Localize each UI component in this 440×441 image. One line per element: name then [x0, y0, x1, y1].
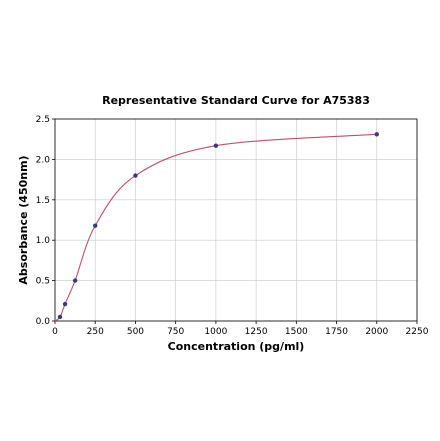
x-tick-label: 1250 — [245, 327, 268, 337]
y-tick-label: 2.0 — [36, 155, 51, 165]
y-tick-label: 0.5 — [36, 277, 50, 287]
y-tick-label: 1.5 — [36, 196, 50, 206]
data-point — [213, 143, 219, 148]
data-point — [93, 223, 98, 228]
data-points — [57, 132, 379, 320]
y-axis-label: Absorbance (450nm) — [17, 155, 30, 284]
plot-area-frame — [54, 118, 418, 322]
axis-ticks: 0 250 500 750 1000 1250 1500 1750 2000 2250 0.0 0.5… — [36, 115, 429, 337]
x-tick-label: 250 — [87, 327, 104, 337]
x-tick-label: 2250 — [406, 327, 429, 337]
x-tick-label: 1000 — [204, 327, 227, 337]
y-tick-label: 0.0 — [36, 317, 51, 327]
x-tick-label: 2000 — [365, 327, 388, 337]
x-tick-label: 750 — [167, 327, 184, 337]
data-point — [57, 314, 63, 320]
y-tick-label: 1.0 — [36, 236, 51, 246]
y-tick-label: 2.5 — [36, 115, 50, 125]
x-tick-label: 1500 — [285, 327, 308, 337]
data-point — [133, 173, 138, 178]
data-point — [62, 301, 68, 307]
chart-title: Representative Standard Curve for A75383 — [102, 94, 370, 107]
x-tick-label: 500 — [127, 327, 144, 337]
x-axis-label: Concentration (pg/ml) — [168, 340, 305, 353]
data-point — [72, 278, 78, 283]
x-tick-label: 0 — [52, 327, 58, 337]
x-tick-label: 1750 — [325, 327, 348, 337]
grid-lines — [54, 118, 418, 322]
data-point — [374, 132, 379, 137]
